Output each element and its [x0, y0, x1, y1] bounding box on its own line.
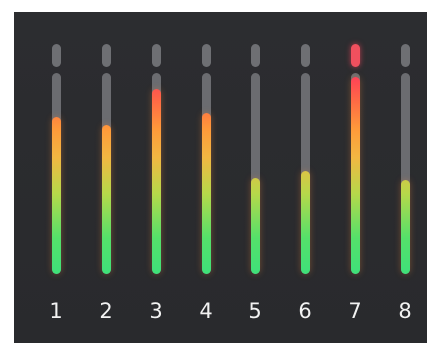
clip-indicator	[52, 44, 61, 67]
meter-level-fill	[102, 125, 111, 274]
channel-4: 4	[191, 12, 221, 343]
channel-label: 6	[298, 299, 312, 323]
meter-track	[102, 73, 111, 274]
clip-indicator	[351, 44, 360, 67]
channel-label: 3	[149, 299, 163, 323]
meter-track	[52, 73, 61, 274]
channel-label: 1	[49, 299, 63, 323]
channel-label: 7	[348, 299, 362, 323]
meter-level-fill	[152, 89, 161, 274]
channel-label: 8	[398, 299, 412, 323]
channel-label: 4	[199, 299, 213, 323]
channel-1: 1	[41, 12, 71, 343]
meter-level-fill	[351, 77, 360, 274]
channel-6: 6	[290, 12, 320, 343]
meter-level-fill	[52, 117, 61, 274]
clip-indicator	[152, 44, 161, 67]
channel-3: 3	[141, 12, 171, 343]
meter-level-fill	[401, 180, 410, 274]
clip-indicator	[251, 44, 260, 67]
clip-indicator	[102, 44, 111, 67]
channel-7: 7	[340, 12, 370, 343]
clip-indicator	[202, 44, 211, 67]
channel-8: 8	[390, 12, 420, 343]
meter-track	[251, 73, 260, 274]
level-meter-panel: 1 2 3 4 5 6	[14, 12, 427, 343]
channel-label: 5	[248, 299, 262, 323]
meter-level-fill	[251, 178, 260, 274]
meter-track	[202, 73, 211, 274]
meter-level-fill	[202, 113, 211, 274]
clip-indicator	[301, 44, 310, 67]
channel-label: 2	[99, 299, 113, 323]
meter-track	[152, 73, 161, 274]
meter-track	[301, 73, 310, 274]
clip-indicator	[401, 44, 410, 67]
channel-2: 2	[91, 12, 121, 343]
channel-5: 5	[240, 12, 270, 343]
meter-level-fill	[301, 171, 310, 274]
meter-track	[401, 73, 410, 274]
meter-track	[351, 73, 360, 274]
